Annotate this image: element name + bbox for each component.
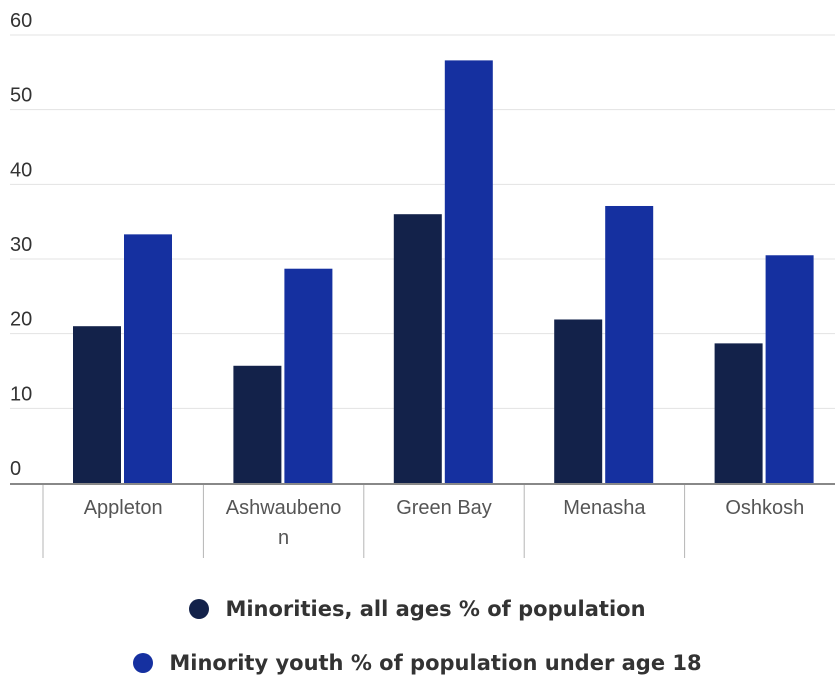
x-category-label: Appleton [84, 497, 163, 519]
y-tick-label: 60 [10, 10, 32, 32]
bar-minority-youth-ashwaubenon [284, 268, 333, 483]
bars [73, 60, 814, 484]
bar-chart: 0 10 20 30 40 50 60 Appleton Ashwaubeno n Green B… [10, 10, 835, 558]
legend-label-minority-youth: Minority youth % of population under age… [169, 651, 702, 675]
bar-minorities-all-ages-ashwaubenon [233, 365, 282, 483]
y-tick-label: 40 [10, 159, 32, 181]
y-axis-ticks: 0 10 20 30 40 50 60 [10, 10, 32, 480]
y-tick-label: 30 [10, 234, 32, 256]
legend-swatch-blue [133, 653, 154, 673]
y-tick-label: 50 [10, 85, 32, 107]
bar-minority-youth-menasha [605, 205, 654, 483]
legend-swatch-dark-navy [189, 599, 210, 619]
x-axis: Appleton Ashwaubeno n Green Bay Menasha Oshko… [10, 483, 835, 558]
y-tick-label: 10 [10, 383, 32, 405]
legend-row-1: Minorities, all ages % of population [0, 597, 835, 624]
bar-minority-youth-appleton [124, 234, 172, 483]
x-category-label: n [278, 527, 289, 549]
bar-minorities-all-ages-oshkosh [714, 343, 763, 483]
bar-minorities-all-ages-menasha [554, 319, 603, 483]
y-tick-label: 0 [10, 458, 21, 480]
legend-item-minorities-all-ages: Minorities, all ages % of population [189, 597, 646, 621]
bar-minorities-all-ages-appleton [73, 326, 121, 483]
x-category-label: Oshkosh [725, 497, 804, 519]
x-category-label: Menasha [563, 497, 646, 519]
y-tick-label: 20 [10, 309, 32, 331]
x-category-label: Ashwaubeno [226, 497, 342, 519]
bar-minorities-all-ages-green-bay [393, 214, 442, 483]
legend-label-minorities-all-ages: Minorities, all ages % of population [225, 597, 646, 621]
bar-minority-youth-green-bay [444, 60, 493, 484]
x-category-label: Green Bay [396, 497, 492, 519]
bar-minority-youth-oshkosh [765, 255, 814, 483]
legend-item-minority-youth: Minority youth % of population under age… [133, 651, 702, 675]
legend-row-2: Minority youth % of population under age… [0, 651, 835, 678]
